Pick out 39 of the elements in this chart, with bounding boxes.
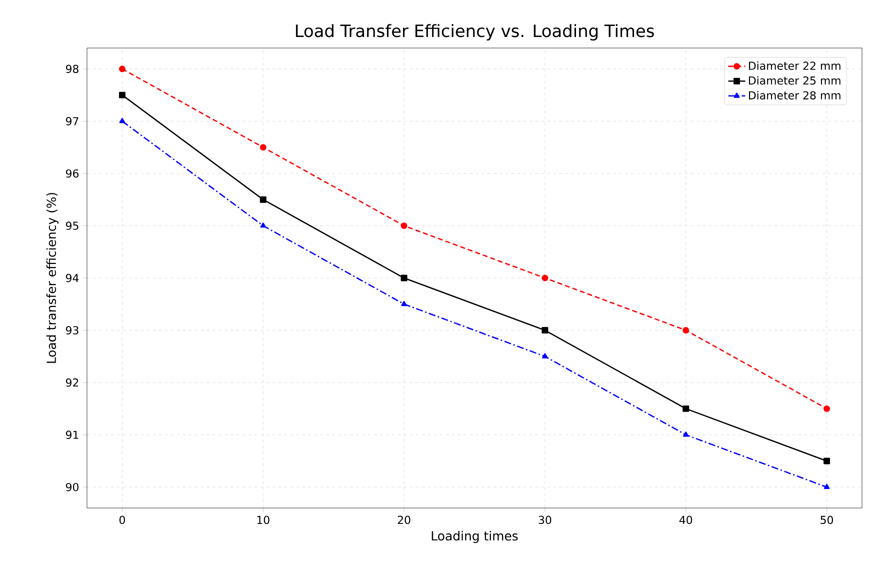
point (682, 432, 689, 437)
point (118, 66, 126, 72)
point (400, 274, 408, 282)
x-tick-label: 50 (820, 516, 834, 524)
point (401, 300, 407, 306)
y-tick-label: 94 (66, 274, 79, 282)
point (824, 405, 830, 412)
point (682, 405, 690, 412)
y-axis-title: Load transfer efficiency (%) (46, 192, 58, 363)
point (542, 327, 548, 334)
y-tick-label: 90 (66, 482, 78, 492)
point (260, 222, 266, 228)
point (119, 118, 126, 124)
y-tick-label: 92 (66, 378, 78, 387)
point (400, 222, 408, 229)
y-tick-label: 95 (66, 222, 78, 230)
x-tick-label: 30 (538, 516, 552, 524)
y-tick-label: 96 (66, 169, 79, 178)
chart-title: Load Transfer Efficiency vs. Loading Times (296, 24, 654, 40)
x-tick-label: 10 (257, 516, 270, 524)
point (542, 353, 548, 358)
point (118, 92, 126, 98)
y-tick-label: 98 (66, 64, 78, 74)
x-tick-label: 20 (398, 516, 410, 524)
y-tick-label: 91 (66, 430, 78, 439)
legend-label: Diameter 22 mm (748, 61, 840, 70)
point (260, 196, 266, 203)
x-axis-title: Loading times (432, 530, 518, 543)
x-tick-label: 40 (679, 516, 692, 524)
x-tick-label: 0 (119, 516, 125, 524)
y-tick-label: 93 (66, 326, 78, 334)
legend-label: Diameter 25 mm (748, 76, 840, 85)
y-tick-label: 97 (66, 117, 78, 126)
point (542, 274, 548, 282)
legend-label: Diameter 28 mm (748, 90, 840, 100)
point (824, 458, 830, 464)
point (260, 144, 266, 151)
point (682, 327, 690, 334)
point (824, 484, 830, 490)
